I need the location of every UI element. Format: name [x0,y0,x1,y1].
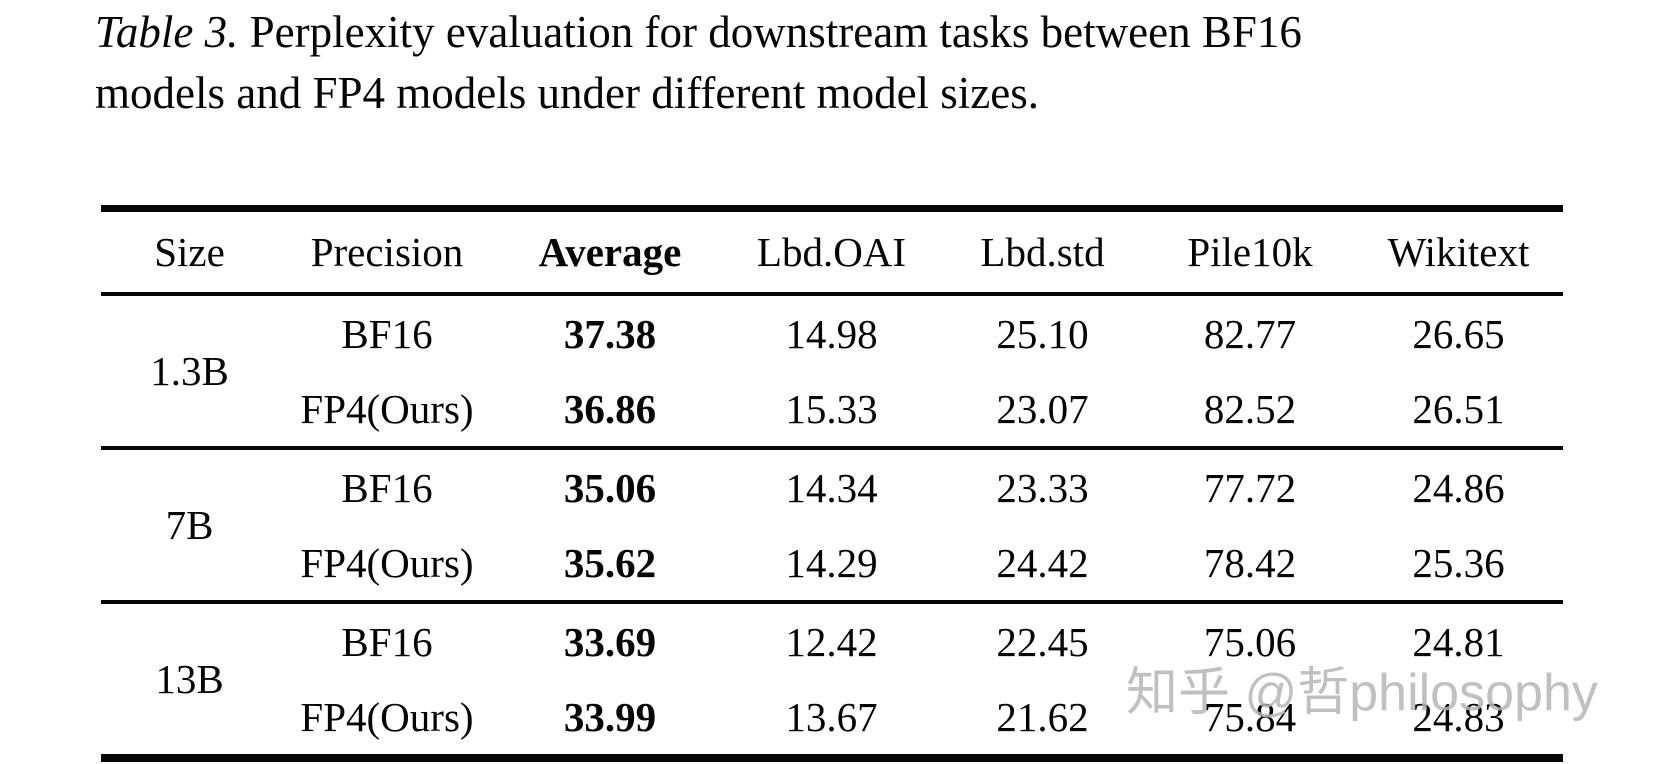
table-row: FP4(Ours) 35.62 14.29 24.42 78.42 25.36 [101,525,1563,602]
cell-lbd-std: 21.62 [996,693,1089,740]
cell-lbd-oai: 13.67 [785,693,878,740]
cell-size: 1.3B [150,348,229,394]
cell-average: 35.62 [563,539,657,586]
perplexity-table-container: Size Precision Average Lbd.OAI Lbd.std P… [101,205,1563,762]
size-group-1_3b: 1.3B BF16 37.38 14.98 25.10 82.77 26.65 … [101,294,1563,448]
col-header-wikitext: Wikitext [1387,229,1530,275]
cell-average: 37.38 [563,310,657,357]
cell-lbd-std: 22.45 [996,618,1089,665]
cell-pile10k: 78.42 [1203,539,1297,586]
cell-precision: FP4(Ours) [300,693,474,740]
cell-pile10k: 82.52 [1203,385,1297,432]
cell-average: 35.06 [563,464,657,511]
cell-lbd-oai: 14.29 [785,539,878,586]
cell-pile10k: 77.72 [1203,464,1297,511]
cell-lbd-std: 23.33 [996,464,1089,511]
cell-lbd-oai: 14.34 [785,464,878,511]
table-row: 13B BF16 33.69 12.42 22.45 75.06 24.81 [101,602,1563,703]
cell-wikitext: 26.65 [1412,310,1505,357]
cell-lbd-oai: 15.33 [785,385,878,432]
cell-precision: BF16 [341,310,433,357]
cell-wikitext: 25.36 [1412,539,1505,586]
cell-pile10k: 75.84 [1203,693,1297,740]
cell-lbd-oai: 14.98 [785,310,878,357]
col-header-pile10k: Pile10k [1187,229,1313,275]
cell-average: 33.69 [563,618,657,665]
table-header-row: Size Precision Average Lbd.OAI Lbd.std P… [101,209,1563,294]
cell-precision: BF16 [341,464,433,511]
cell-precision: BF16 [341,618,433,665]
cell-average: 33.99 [563,693,657,740]
cell-lbd-oai: 12.42 [785,618,878,665]
col-header-lbd-oai: Lbd.OAI [756,229,907,275]
cell-wikitext: 24.86 [1412,464,1505,511]
table-caption-label: Table 3. [95,7,239,57]
table-caption-line2: models and FP4 models under different mo… [95,68,1040,118]
table-row: 1.3B BF16 37.38 14.98 25.10 82.77 26.65 [101,294,1563,395]
size-group-7b: 7B BF16 35.06 14.34 23.33 77.72 24.86 FP… [101,448,1563,602]
col-header-size: Size [154,229,225,275]
table-row: FP4(Ours) 33.99 13.67 21.62 75.84 24.83 [101,679,1563,758]
size-group-13b: 13B BF16 33.69 12.42 22.45 75.06 24.81 F… [101,602,1563,758]
table-caption: Table 3. Perplexity evaluation for downs… [95,2,1575,124]
table-row: FP4(Ours) 36.86 15.33 23.07 82.52 26.51 [101,371,1563,448]
cell-average: 36.86 [563,385,657,432]
col-header-precision: Precision [310,229,464,275]
cell-lbd-std: 23.07 [996,385,1089,432]
cell-wikitext: 24.83 [1412,693,1505,740]
cell-size: 7B [165,502,214,548]
cell-pile10k: 75.06 [1203,618,1297,665]
cell-wikitext: 26.51 [1412,385,1505,432]
cell-precision: FP4(Ours) [300,385,474,432]
perplexity-table: Size Precision Average Lbd.OAI Lbd.std P… [101,205,1563,762]
table-caption-line1: Perplexity evaluation for downstream tas… [249,7,1302,57]
table-row: 7B BF16 35.06 14.34 23.33 77.72 24.86 [101,448,1563,549]
cell-precision: FP4(Ours) [300,539,474,586]
cell-wikitext: 24.81 [1412,618,1505,665]
col-header-average: Average [538,229,682,275]
cell-lbd-std: 25.10 [996,310,1089,357]
cell-lbd-std: 24.42 [996,539,1089,586]
cell-pile10k: 82.77 [1203,310,1297,357]
col-header-lbd-std: Lbd.std [980,229,1105,275]
cell-size: 13B [155,656,224,702]
